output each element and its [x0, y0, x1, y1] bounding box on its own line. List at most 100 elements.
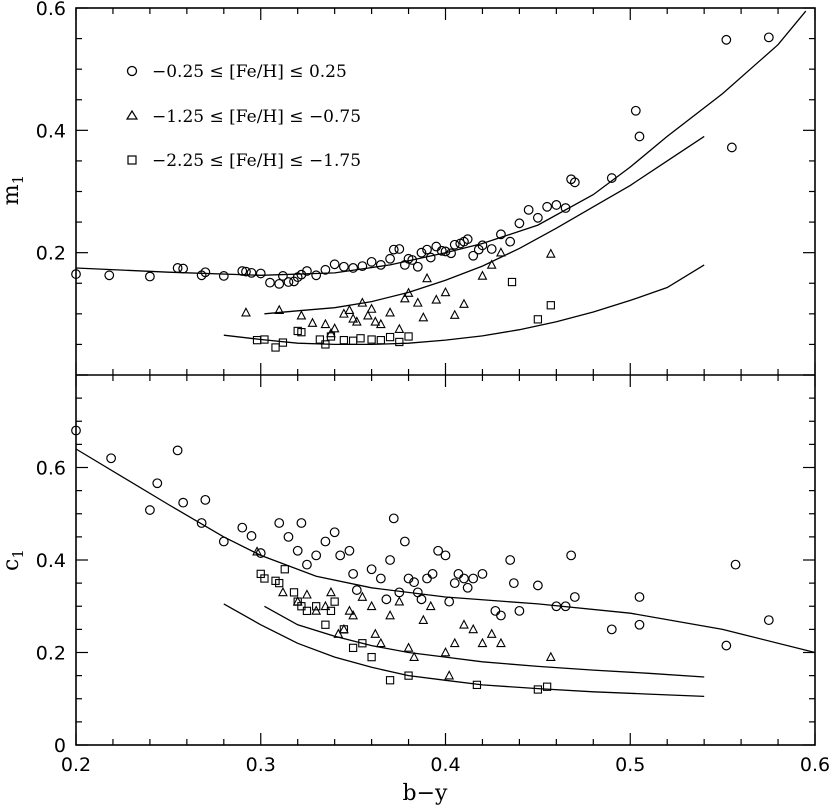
point-circle-m1 [462, 234, 473, 245]
point-circle-m1 [551, 200, 562, 210]
point-square-m1 [339, 335, 349, 345]
point-circle-m1 [407, 255, 418, 265]
point-circle-c1 [218, 536, 229, 547]
point-square-c1 [542, 682, 552, 691]
svg-text:c1: c1 [0, 549, 27, 571]
point-circle-m1 [375, 260, 386, 270]
point-triangle-c1 [320, 600, 331, 611]
point-triangle-c1 [278, 586, 288, 597]
point-triangle-m1 [440, 286, 451, 297]
point-square-m1 [533, 315, 543, 324]
y-axis-title-c1-sub: 1 [9, 549, 27, 559]
point-square-m1 [278, 338, 288, 347]
point-triangle-c1 [545, 651, 556, 661]
point-circle-m1 [416, 247, 427, 258]
point-circle-m1 [144, 271, 155, 282]
model-curve-m1 [75, 10, 807, 276]
point-triangle-c1 [302, 589, 312, 599]
point-circle-m1 [505, 236, 516, 247]
point-circle-m1 [436, 245, 447, 256]
y-axis-title-m1-main: m [0, 184, 24, 205]
point-circle-c1 [366, 564, 377, 575]
point-circle-c1 [381, 594, 392, 605]
point-triangle-c1 [375, 637, 386, 648]
point-circle-m1 [721, 34, 732, 45]
point-circle-m1 [514, 218, 525, 229]
point-circle-c1 [409, 577, 419, 588]
point-circle-m1 [726, 142, 737, 153]
point-circle-m1 [172, 263, 183, 273]
point-circle-c1 [462, 582, 473, 593]
point-circle-m1 [246, 267, 257, 278]
point-triangle-c1 [496, 637, 506, 648]
point-square-m1 [546, 301, 555, 310]
point-circle-c1 [566, 550, 577, 561]
labels-layer: 0.2 0.3 0.4 0.5 0.60.20.40.600.20.40.6 [36, 0, 830, 776]
point-circle-c1 [311, 550, 322, 561]
svg-text:m1: m1 [0, 175, 27, 205]
point-circle-c1 [255, 548, 266, 558]
point-square-m1 [326, 332, 336, 341]
point-triangle-m1 [412, 297, 423, 307]
point-circle-c1 [385, 555, 395, 565]
legend: −0.25 ≤ [Fe/H] ≤ 0.25 −1.25 ≤ [Fe/H] ≤ −… [125, 62, 361, 171]
point-square-m1 [348, 336, 358, 345]
point-square-c1 [321, 620, 330, 629]
point-circle-m1 [446, 248, 456, 259]
point-square-c1 [260, 574, 269, 583]
point-circle-c1 [444, 596, 455, 607]
point-triangle-c1 [440, 647, 451, 657]
point-triangle-m1 [348, 313, 359, 323]
point-circle-m1 [329, 259, 340, 270]
point-circle-m1 [523, 204, 534, 215]
point-triangle-m1 [422, 272, 432, 283]
point-square-c1 [280, 565, 289, 574]
axes-layer [75, 7, 816, 746]
point-circle-m1 [265, 277, 275, 288]
point-circle-c1 [237, 522, 248, 533]
point-triangle-m1 [403, 287, 414, 297]
point-triangle-c1 [252, 546, 262, 556]
point-triangle-c1 [459, 619, 469, 629]
point-circle-m1 [338, 261, 349, 272]
point-triangle-m1 [496, 247, 506, 257]
point-square-c1 [533, 685, 543, 694]
point-square-c1 [472, 680, 482, 690]
point-triangle-m1 [370, 316, 381, 326]
point-circle-c1 [514, 605, 525, 616]
point-circle-m1 [440, 246, 451, 257]
point-circle-m1 [422, 244, 432, 255]
point-circle-c1 [375, 573, 386, 584]
y-tick-label-m1: 0.6 [36, 0, 66, 20]
model-curve-c1 [223, 603, 705, 698]
point-triangle-m1 [344, 304, 355, 315]
point-circle-m1 [412, 261, 423, 272]
point-circle-m1 [302, 266, 312, 276]
point-square-m1 [404, 332, 413, 341]
point-triangle-m1 [362, 310, 373, 320]
point-circle-c1 [468, 573, 479, 584]
point-circle-c1 [351, 585, 362, 595]
point-square-m1 [260, 335, 269, 344]
point-square-m1 [252, 335, 262, 345]
point-triangle-m1 [449, 309, 460, 319]
point-square-c1 [339, 625, 349, 634]
y-tick-label-c1: 0.2 [36, 643, 66, 665]
point-triangle-m1 [241, 307, 251, 317]
point-square-m1 [321, 340, 330, 349]
point-circle-c1 [422, 573, 432, 584]
x-tick-label: 0.6 [800, 754, 830, 776]
point-circle-c1 [508, 578, 519, 589]
point-square-c1 [348, 643, 358, 653]
point-triangle-c1 [357, 591, 368, 601]
point-circle-c1 [569, 592, 580, 602]
point-circle-c1 [551, 601, 562, 612]
point-circle-c1 [721, 640, 732, 651]
y-tick-label-m1: 0.2 [36, 243, 66, 265]
point-square-c1 [289, 588, 299, 597]
point-circle-c1 [459, 573, 469, 584]
point-circle-m1 [200, 267, 211, 278]
point-circle-m1 [560, 203, 571, 213]
y-tick-label-c1: 0.4 [36, 550, 66, 572]
point-circle-c1 [496, 610, 506, 621]
